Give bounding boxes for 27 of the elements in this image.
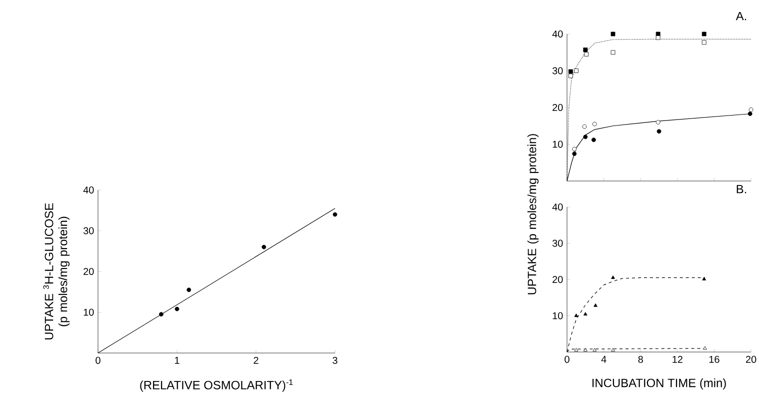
y-tick-label: 30 (83, 227, 94, 234)
x-tick-label: 16 (709, 356, 720, 363)
x-tick-label: 0 (96, 356, 100, 364)
y-axis-title: UPTAKE (p moles/mg protein) (527, 134, 539, 294)
y-tick-label: 20 (552, 104, 563, 112)
x-tick-label: 2 (254, 356, 258, 364)
x-axis-title: (RELATIVE OSMOLARITY)$^{-1}$ (140, 379, 293, 392)
y-tick-label: 30 (552, 67, 563, 74)
y-tick-label: 10 (552, 140, 563, 148)
x-tick-label: 0 (564, 356, 570, 363)
x-tick-label: 12 (672, 356, 682, 363)
y-tick-label: 10 (552, 312, 563, 320)
y-tick-label: 10 (84, 308, 94, 316)
x-tick-label: 3 (332, 356, 338, 364)
y-tick-label: 40 (83, 186, 94, 194)
x-tick-label: 4 (601, 356, 606, 363)
x-tick-label: 8 (638, 356, 643, 363)
y-tick-label: 40 (552, 203, 563, 211)
chart-title: A. (736, 12, 746, 20)
chart-title: B. (736, 184, 746, 194)
y-tick-label: 20 (552, 276, 563, 284)
y-tick-label: 30 (552, 240, 563, 247)
x-tick-label: 20 (746, 356, 756, 363)
x-axis-title: INCUBATION TIME (min) (592, 378, 726, 390)
x-tick-label: 1 (175, 356, 180, 364)
y-tick-label: 20 (84, 268, 94, 276)
y-tick-label: 40 (552, 30, 563, 38)
